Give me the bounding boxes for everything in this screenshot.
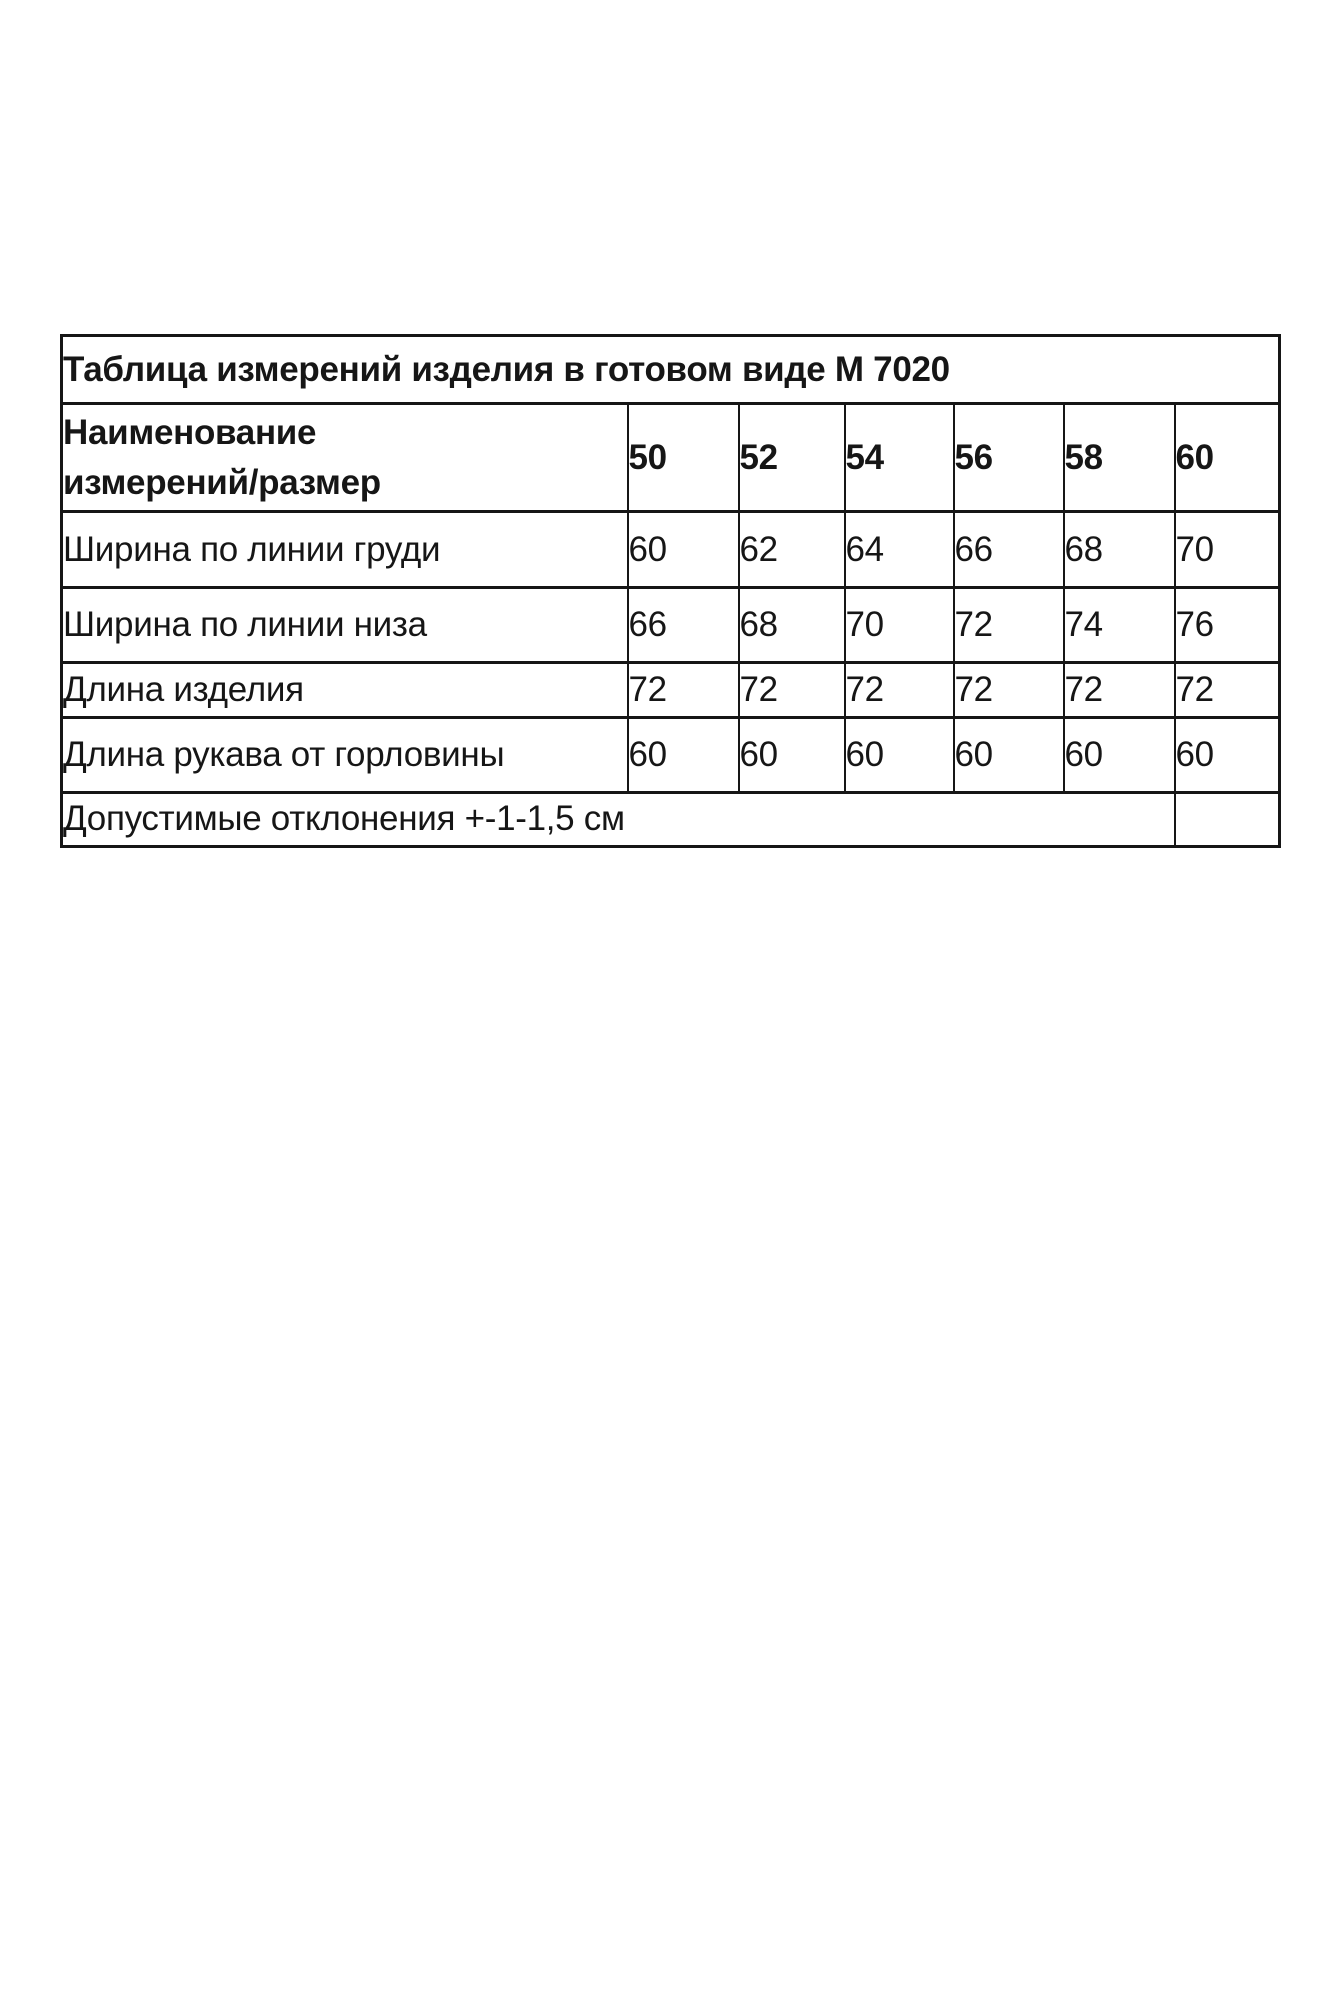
- measurement-value: 72: [626, 661, 740, 719]
- size-column-header-50: 50: [626, 402, 740, 513]
- measurement-value: 60: [626, 716, 740, 794]
- table-footer-row: Допустимые отклонения +-1-1,5 см: [60, 791, 1281, 848]
- size-column-header-52: 52: [737, 402, 846, 513]
- measurement-value: 72: [1173, 661, 1281, 719]
- size-column-header-54: 54: [843, 402, 955, 513]
- size-column-header-56: 56: [952, 402, 1065, 513]
- table-header-row: Наименование измерений/размер 50 52 54 5…: [60, 402, 1281, 513]
- header-name-line1: Наименование: [63, 412, 317, 452]
- size-table: Таблица измерений изделия в готовом виде…: [60, 334, 1282, 848]
- measurement-label: Ширина по линии груди: [60, 510, 629, 589]
- table-title-row: Таблица измерений изделия в готовом виде…: [60, 334, 1281, 405]
- measurement-value: 62: [737, 510, 846, 589]
- measurement-value: 68: [737, 586, 846, 664]
- empty-cell: [1173, 791, 1281, 848]
- measurement-value: 70: [1173, 510, 1281, 589]
- measurement-value: 60: [843, 716, 955, 794]
- measurement-value: 76: [1173, 586, 1281, 664]
- measurement-value: 68: [1062, 510, 1176, 589]
- size-column-header-58: 58: [1062, 402, 1176, 513]
- measurement-value: 60: [737, 716, 846, 794]
- measurement-value: 66: [626, 586, 740, 664]
- measurement-label: Длина рукава от горловины: [60, 716, 629, 794]
- measurement-value: 72: [952, 586, 1065, 664]
- header-name-line2: измерений/размер: [63, 462, 382, 502]
- measurement-value: 60: [1173, 716, 1281, 794]
- header-name-column: Наименование измерений/размер: [60, 402, 629, 513]
- measurement-value: 66: [952, 510, 1065, 589]
- table-title: Таблица измерений изделия в готовом виде…: [60, 334, 1281, 405]
- measurement-value: 64: [843, 510, 955, 589]
- measurement-value: 72: [843, 661, 955, 719]
- measurement-value: 60: [626, 510, 740, 589]
- measurement-value: 72: [952, 661, 1065, 719]
- measurement-value: 74: [1062, 586, 1176, 664]
- measurement-label: Ширина по линии низа: [60, 586, 629, 664]
- table-row-chest-width: Ширина по линии груди 60 62 64 66 68 70: [60, 510, 1281, 589]
- table-row-item-length: Длина изделия 72 72 72 72 72 72: [60, 661, 1281, 719]
- measurement-value: 72: [737, 661, 846, 719]
- measurement-value: 60: [1062, 716, 1176, 794]
- table-row-hem-width: Ширина по линии низа 66 68 70 72 74 76: [60, 586, 1281, 664]
- measurement-label: Длина изделия: [60, 661, 629, 719]
- size-column-header-60: 60: [1173, 402, 1281, 513]
- measurement-value: 70: [843, 586, 955, 664]
- table-row-sleeve-length: Длина рукава от горловины 60 60 60 60 60…: [60, 716, 1281, 794]
- measurement-value: 60: [952, 716, 1065, 794]
- measurement-value: 72: [1062, 661, 1176, 719]
- measurement-table-container: Таблица измерений изделия в готовом виде…: [60, 334, 1282, 848]
- tolerance-note: Допустимые отклонения +-1-1,5 см: [60, 791, 1176, 848]
